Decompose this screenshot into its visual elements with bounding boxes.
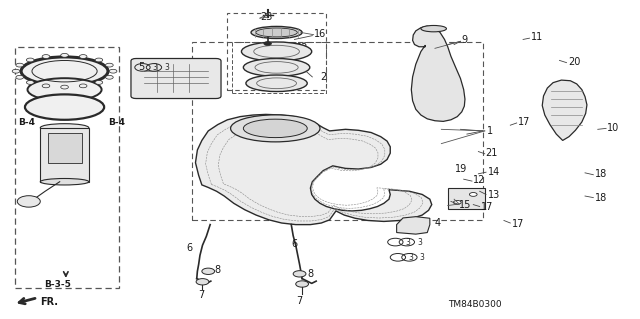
Text: 22: 22 <box>296 43 308 53</box>
Text: 23: 23 <box>260 12 273 22</box>
Text: 18: 18 <box>595 193 607 203</box>
Circle shape <box>17 196 40 207</box>
Circle shape <box>296 281 308 287</box>
Text: 3: 3 <box>164 63 169 72</box>
Ellipse shape <box>246 75 307 92</box>
Text: B-3-5: B-3-5 <box>44 280 71 289</box>
Circle shape <box>42 84 50 88</box>
Ellipse shape <box>241 42 312 61</box>
Text: 17: 17 <box>518 117 531 127</box>
Polygon shape <box>542 80 587 140</box>
FancyBboxPatch shape <box>131 58 221 99</box>
Circle shape <box>79 84 87 88</box>
Text: 8: 8 <box>307 269 314 279</box>
Circle shape <box>79 55 87 58</box>
Polygon shape <box>195 115 432 225</box>
Text: 3: 3 <box>153 63 157 72</box>
Text: 13: 13 <box>488 190 500 200</box>
Text: 7: 7 <box>198 290 205 300</box>
Ellipse shape <box>28 78 102 101</box>
Circle shape <box>61 85 68 89</box>
Text: 3: 3 <box>408 253 413 262</box>
Ellipse shape <box>25 94 104 120</box>
Text: B-4: B-4 <box>19 117 36 127</box>
Text: 14: 14 <box>488 167 500 177</box>
Bar <box>227 13 326 90</box>
Bar <box>232 42 326 93</box>
Polygon shape <box>412 26 465 122</box>
Text: 1: 1 <box>487 126 493 136</box>
Circle shape <box>202 268 214 274</box>
Circle shape <box>61 53 68 57</box>
Polygon shape <box>397 217 430 234</box>
Text: 5: 5 <box>138 63 144 72</box>
Text: 4: 4 <box>435 218 441 228</box>
Ellipse shape <box>243 119 307 137</box>
Text: 2: 2 <box>320 72 326 82</box>
Circle shape <box>469 193 477 196</box>
Text: FR.: FR. <box>40 297 58 307</box>
Circle shape <box>264 42 271 46</box>
Bar <box>15 47 119 288</box>
Circle shape <box>106 63 113 67</box>
Text: 12: 12 <box>473 175 486 185</box>
Text: B-4: B-4 <box>108 117 125 127</box>
Text: 6: 6 <box>186 243 192 253</box>
Ellipse shape <box>237 118 314 137</box>
Circle shape <box>95 58 102 62</box>
Circle shape <box>16 75 24 79</box>
Text: 20: 20 <box>568 57 580 67</box>
Text: 17: 17 <box>481 202 493 212</box>
Ellipse shape <box>251 26 302 39</box>
Text: 3: 3 <box>406 238 410 247</box>
Circle shape <box>26 58 34 62</box>
Text: 19: 19 <box>456 164 468 174</box>
Text: 15: 15 <box>460 200 472 210</box>
Ellipse shape <box>40 124 89 132</box>
Bar <box>40 128 89 182</box>
Ellipse shape <box>230 115 320 142</box>
Bar <box>47 133 81 163</box>
Text: 18: 18 <box>595 169 607 179</box>
Text: 8: 8 <box>214 265 221 275</box>
Text: 3: 3 <box>417 238 422 247</box>
Circle shape <box>95 80 102 84</box>
Text: 3: 3 <box>420 253 424 262</box>
Text: 7: 7 <box>296 296 302 306</box>
Circle shape <box>196 278 209 285</box>
Circle shape <box>26 80 34 84</box>
Text: 16: 16 <box>314 29 326 39</box>
Bar <box>448 188 484 209</box>
Circle shape <box>106 75 113 79</box>
Circle shape <box>454 200 461 204</box>
Ellipse shape <box>246 121 304 135</box>
Text: 17: 17 <box>511 219 524 229</box>
Circle shape <box>16 63 24 67</box>
Circle shape <box>109 69 117 73</box>
Ellipse shape <box>421 26 447 32</box>
Text: 9: 9 <box>462 35 468 45</box>
Circle shape <box>293 271 306 277</box>
Ellipse shape <box>256 28 298 37</box>
Bar <box>192 42 483 220</box>
Text: 6: 6 <box>291 239 298 249</box>
Ellipse shape <box>21 57 108 85</box>
Circle shape <box>42 55 50 58</box>
Circle shape <box>12 69 20 73</box>
Text: 21: 21 <box>484 148 497 158</box>
Text: 10: 10 <box>607 123 620 133</box>
Text: 11: 11 <box>531 32 543 42</box>
Ellipse shape <box>40 179 89 185</box>
Ellipse shape <box>243 58 310 76</box>
Text: TM84B0300: TM84B0300 <box>448 300 501 309</box>
